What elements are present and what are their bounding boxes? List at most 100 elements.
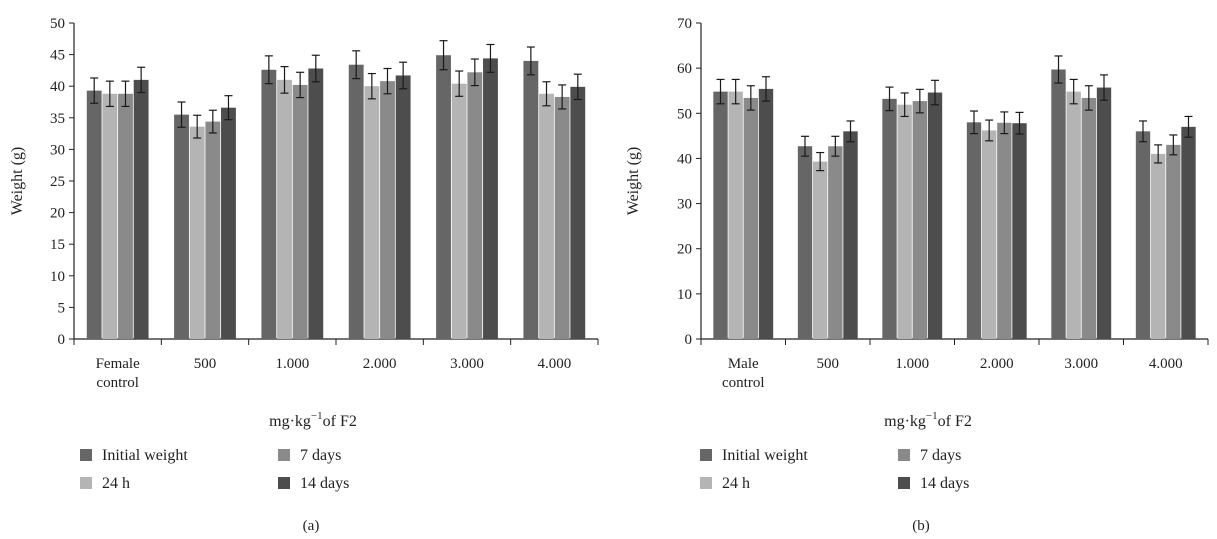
x-tick-label: 3.000 [1064,356,1098,372]
y-tick-label: 10 [50,269,65,285]
bar [966,122,982,339]
bar [981,130,997,339]
y-tick-label: 20 [50,206,65,222]
bar [797,146,813,339]
legend-swatch [898,477,910,489]
x-tick-label: 4.000 [1149,356,1183,372]
bar [261,69,277,339]
y-tick-label: 40 [50,79,65,95]
x-tick-label: 4.000 [537,356,571,372]
x-axis-label: mg·kg−1of F2 [884,410,972,430]
bar [1166,144,1181,339]
bar [395,75,411,340]
bar [436,55,451,340]
legend-label: Initial weight [722,447,808,464]
bar [828,146,843,339]
x-tick-label: 3.000 [450,356,484,372]
bar [189,126,205,339]
x-tick-label: 500 [817,356,840,372]
legend-label: 24 h [102,475,130,492]
bar [812,161,828,339]
bar [1096,87,1112,339]
x-tick-label: control [96,375,139,391]
legend-label: 7 days [300,447,341,464]
bar [1081,97,1097,340]
bar [743,97,759,340]
x-tick-label: Male [728,356,759,372]
bar [451,83,467,339]
x-tick-label: 1.000 [895,356,929,372]
legend-label: 14 days [920,475,969,492]
bar [277,79,292,339]
bar [927,92,943,340]
bar [1066,91,1081,339]
legend-label: 14 days [300,475,349,492]
x-tick-label: 2.000 [363,356,397,372]
bar [292,84,308,339]
y-tick-label: 30 [677,197,692,213]
bar [205,121,221,339]
bar [897,104,912,339]
x-axis-label: mg·kg−1of F2 [269,410,357,430]
bar [570,86,586,339]
y-tick-label: 0 [685,332,693,348]
legend-swatch [898,449,910,461]
bar [539,93,554,339]
bar [523,60,539,340]
legend-swatch [278,449,290,461]
x-tick-label: 500 [194,356,217,372]
panel-label: (a) [303,518,320,534]
panel-label: (b) [912,518,930,534]
legend-label: 7 days [920,447,961,464]
bar [912,101,928,340]
bar [997,122,1012,339]
bar [364,86,380,339]
y-tick-label: 0 [58,332,66,348]
x-tick-label: 2.000 [980,356,1014,372]
bar [467,72,483,340]
bar [728,91,743,339]
bar [86,90,102,340]
legend-swatch [80,449,92,461]
y-axis-label: Weight (g) [9,147,26,215]
x-tick-label: 1.000 [275,356,309,372]
y-tick-label: 60 [677,61,692,77]
bar [758,88,774,339]
y-tick-label: 70 [677,16,692,32]
legend-swatch [700,449,712,461]
legend-label: Initial weight [102,447,188,464]
bar [118,93,133,339]
chart-panel-a: 0 5 10 15 20 25 30 35 40 45 50 Weight (g) Female cont… [9,16,599,534]
bar [348,64,364,339]
bar [1051,69,1066,340]
legend-swatch [80,477,92,489]
legend-swatch [700,477,712,489]
y-axis-label: Weight (g) [625,147,642,215]
x-tick-label: control [722,375,765,391]
bar [221,107,236,339]
bar [843,131,858,339]
bar [882,98,897,339]
legend-label: 24 h [722,475,750,492]
bar [1135,131,1151,339]
y-tick-label: 35 [50,111,65,127]
y-tick-label: 15 [50,237,65,253]
y-tick-label: 20 [677,242,692,258]
bar [1150,153,1166,339]
y-tick-label: 25 [50,174,65,190]
y-tick-label: 50 [50,16,65,32]
y-tick-label: 10 [677,287,692,303]
bar [380,81,395,340]
bar [133,79,149,339]
y-tick-label: 40 [677,151,692,167]
y-tick-label: 45 [50,48,65,64]
bar [1012,123,1027,340]
legend-swatch [278,477,290,489]
y-tick-label: 5 [58,300,66,316]
bar [102,93,118,339]
bar [554,96,570,339]
y-tick-label: 30 [50,142,65,158]
bar [483,58,498,339]
x-tick-label: Female [96,356,140,372]
